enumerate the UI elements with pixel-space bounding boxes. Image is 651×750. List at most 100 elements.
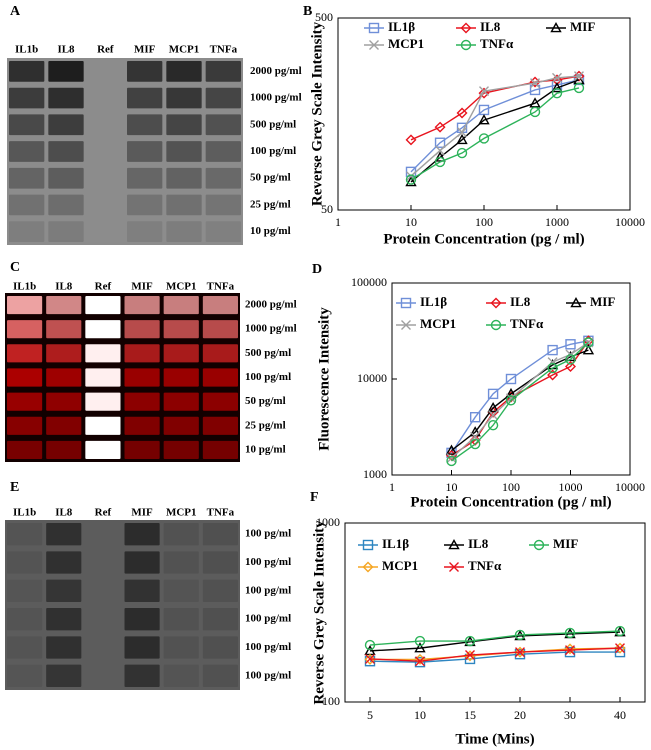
marker [582,344,595,355]
blot-band [9,167,45,189]
legend-label: MIF [590,294,615,309]
row-label: 100 pg/ml [245,641,291,653]
marker [414,642,426,653]
blot-band [46,440,82,459]
blot-band [7,579,43,602]
blot-band [127,114,163,136]
y-tick-label: 50 [321,202,333,216]
row-label: 100 pg/ml [245,528,291,540]
column-label: MCP1 [166,281,197,293]
blot-band [202,392,238,411]
marker [530,78,541,89]
row-label: 100 pg/ml [245,669,291,681]
blot-band [163,579,199,602]
blot-band [85,344,121,363]
marker [487,420,499,431]
series-line [410,75,580,141]
legend-label: IL8 [480,19,501,34]
blot-band [9,87,45,109]
row-label: 2000 pg/ml [250,65,302,77]
blot-band [124,664,160,687]
blot-band [124,608,160,631]
row-label: 1000 pg/ml [245,323,297,335]
blot-band [205,221,241,242]
blot-band [166,194,202,216]
marker [551,82,563,93]
row-label: 50 pg/ml [245,395,286,407]
blot-band [46,551,82,574]
x-tick-label: 100 [475,215,493,229]
marker [614,625,626,637]
blot-band [7,608,43,631]
y-tick-label: 10000 [357,371,387,385]
legend-marker [490,319,502,331]
marker [456,133,468,145]
marker [565,354,576,365]
blot-band [127,61,163,82]
blot-band [7,636,43,659]
blot-band [48,87,84,109]
blot-band [46,664,82,687]
marker [469,412,481,423]
marker [405,134,417,146]
blot-band [7,523,43,546]
blot-band [163,296,199,315]
legend-label: TNFα [480,36,514,51]
y-axis-title: Reverse Grey Scale Intensity [309,21,325,206]
blot-band [166,114,202,136]
y-axis-title: Reverse Grey Scale Intensity [311,520,327,705]
legend-label: TNFα [468,558,502,573]
row-label: 10 pg/ml [250,225,291,237]
x-tick-label: 1 [389,480,395,494]
column-label: IL8 [57,44,75,56]
row-label: 2000 pg/ml [245,299,297,311]
legend-label: IL8 [468,536,489,551]
blot-band [166,61,202,82]
row-label: 100 pg/ml [250,145,296,157]
marker [364,653,376,665]
legend-marker [460,22,472,34]
blot-band [163,523,199,546]
blot-band [124,636,160,659]
blot-band [124,320,160,339]
marker [514,646,526,658]
marker [614,642,626,654]
marker [547,362,558,374]
plot-frame [344,522,646,703]
y-axis-title: Fluorescence Intensity [316,307,332,451]
marker [564,627,576,639]
blot-image [5,293,240,462]
blot-band [163,636,199,659]
marker [414,635,426,647]
x-tick-label: 10 [405,215,417,229]
blot-band [205,114,241,136]
blot-band [46,608,82,631]
blot-band [163,392,199,411]
marker [552,72,562,83]
blot-band [124,579,160,602]
marker [487,388,499,400]
blot-band [163,440,199,459]
column-label: TNFa [207,281,235,293]
blot-band [46,296,82,315]
marker [434,137,446,148]
blot-band [124,416,160,435]
marker [456,147,468,159]
legend-marker [448,539,460,550]
blot-band [166,141,202,162]
blot-band [202,636,238,659]
column-label: IL8 [55,281,73,293]
marker [551,87,563,99]
blot-band [163,320,199,339]
column-label: IL1b [15,44,38,56]
panel-letter: D [312,262,322,277]
legend-label: MCP1 [382,558,418,573]
column-label: Ref [97,44,114,56]
blot-band [202,368,238,387]
blot-band [46,344,82,363]
marker [529,106,541,118]
legend-marker [401,320,411,330]
marker [564,646,576,658]
legend-label: IL8 [510,294,531,309]
blot-band [205,194,241,216]
